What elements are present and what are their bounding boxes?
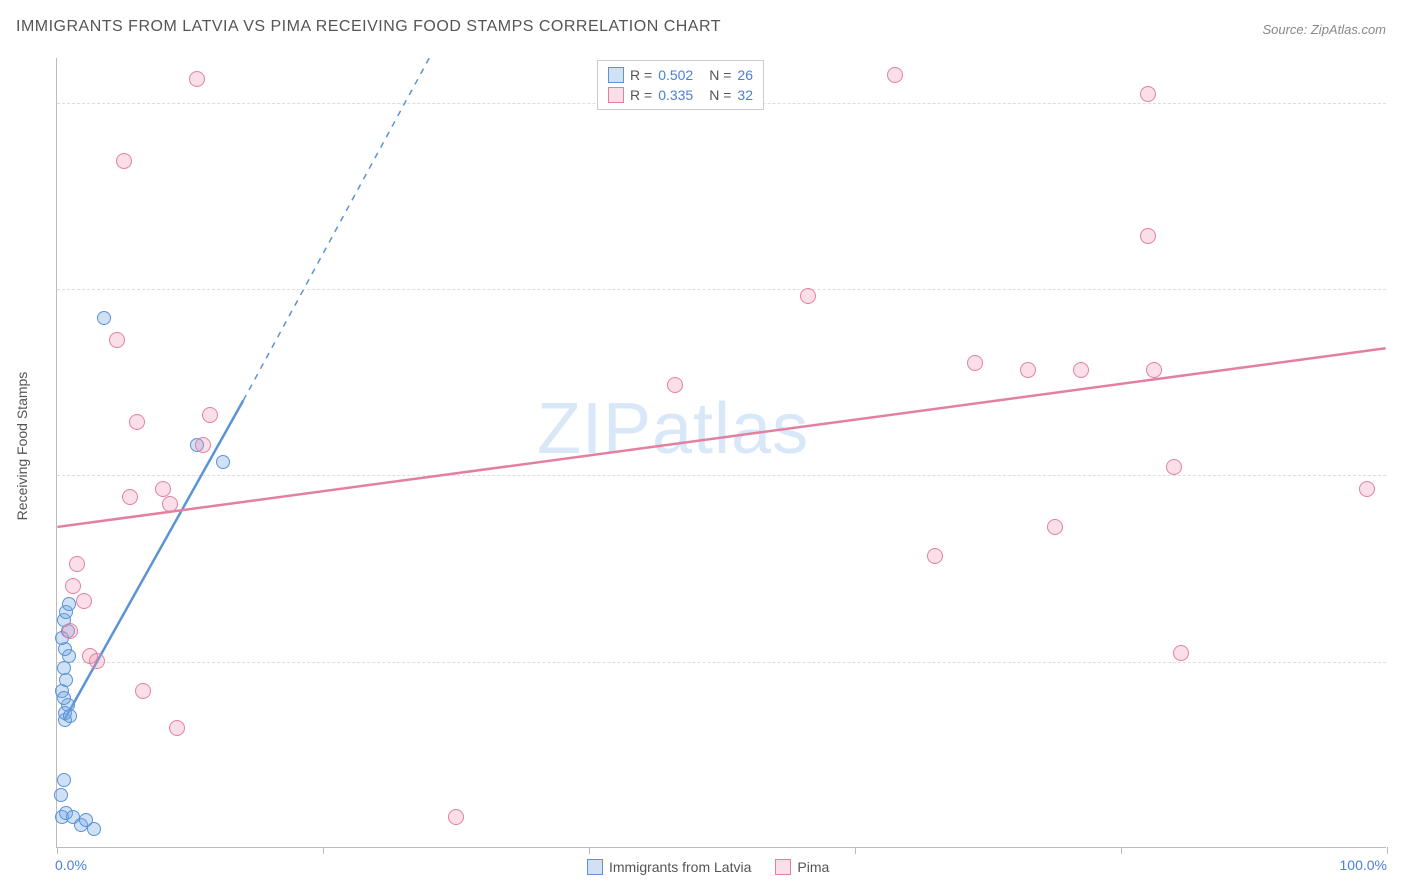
data-point-latvia [54,788,68,802]
data-point-latvia [57,691,71,705]
data-point-pima [76,593,92,609]
data-point-pima [169,720,185,736]
x-tick [1121,847,1122,854]
data-point-pima [189,71,205,87]
legend-label: Pima [797,859,829,875]
data-point-pima [69,556,85,572]
y-tick-label: 50.0% [1396,95,1406,111]
data-point-pima [1140,86,1156,102]
legend-swatch [587,859,603,875]
data-point-pima [887,67,903,83]
chart-title: IMMIGRANTS FROM LATVIA VS PIMA RECEIVING… [16,18,721,36]
watermark: ZIPatlas [537,388,809,470]
legend-label: Immigrants from Latvia [609,859,751,875]
data-point-pima [65,578,81,594]
trend-line-pima [57,348,1385,527]
legend-item-latvia: Immigrants from Latvia [587,859,751,875]
legend-correlation: R = 0.502 N = 26 R = 0.335 N = 32 [597,60,764,110]
data-point-pima [129,414,145,430]
x-tick [589,847,590,854]
data-point-latvia [63,709,77,723]
gridline [57,475,1386,476]
data-point-pima [1146,362,1162,378]
legend-r-value: 0.335 [658,87,693,103]
data-point-latvia [97,311,111,325]
legend-n-value: 26 [737,67,753,83]
x-tick [323,847,324,854]
data-point-pima [667,377,683,393]
data-point-latvia [59,673,73,687]
data-point-pima [967,355,983,371]
data-point-latvia [57,773,71,787]
legend-swatch [608,87,624,103]
data-point-pima [800,288,816,304]
data-point-pima [448,809,464,825]
legend-row-pima: R = 0.335 N = 32 [608,85,753,105]
data-point-pima [1140,228,1156,244]
gridline [57,289,1386,290]
trend-line-latvia [64,400,243,720]
data-point-pima [1020,362,1036,378]
legend-n-value: 32 [737,87,753,103]
legend-r-label: R = [630,87,652,103]
trend-line-dash-latvia [243,58,429,400]
y-axis-title: Receiving Food Stamps [14,372,30,521]
legend-series: Immigrants from Latvia Pima [587,859,829,875]
data-point-pima [122,489,138,505]
plot-area: ZIPatlas 12.5%25.0%37.5%50.0%0.0%100.0%R… [56,58,1386,848]
y-tick-label: 12.5% [1396,654,1406,670]
trend-lines [57,58,1386,847]
data-point-pima [1047,519,1063,535]
data-point-latvia [216,455,230,469]
data-point-pima [162,496,178,512]
legend-r-value: 0.502 [658,67,693,83]
data-point-pima [1173,645,1189,661]
data-point-pima [135,683,151,699]
data-point-pima [195,437,211,453]
data-point-pima [1073,362,1089,378]
y-tick-label: 25.0% [1396,467,1406,483]
legend-r-label: R = [630,67,652,83]
data-point-pima [89,653,105,669]
legend-item-pima: Pima [775,859,829,875]
x-tick [57,847,58,854]
legend-row-latvia: R = 0.502 N = 26 [608,65,753,85]
x-tick [1387,847,1388,854]
y-tick-label: 37.5% [1396,281,1406,297]
data-point-pima [1166,459,1182,475]
legend-n-label: N = [709,87,731,103]
data-point-pima [109,332,125,348]
legend-swatch [775,859,791,875]
gridline [57,662,1386,663]
data-point-latvia [87,822,101,836]
data-point-latvia [57,661,71,675]
data-point-pima [116,153,132,169]
source-label: Source: ZipAtlas.com [1262,22,1386,37]
data-point-latvia [62,597,76,611]
data-point-pima [155,481,171,497]
x-tick-label: 0.0% [55,857,87,873]
x-tick-label: 100.0% [1340,857,1387,873]
data-point-pima [202,407,218,423]
legend-n-label: N = [709,67,731,83]
data-point-pima [1359,481,1375,497]
data-point-pima [62,623,78,639]
data-point-pima [927,548,943,564]
legend-swatch [608,67,624,83]
x-tick [855,847,856,854]
